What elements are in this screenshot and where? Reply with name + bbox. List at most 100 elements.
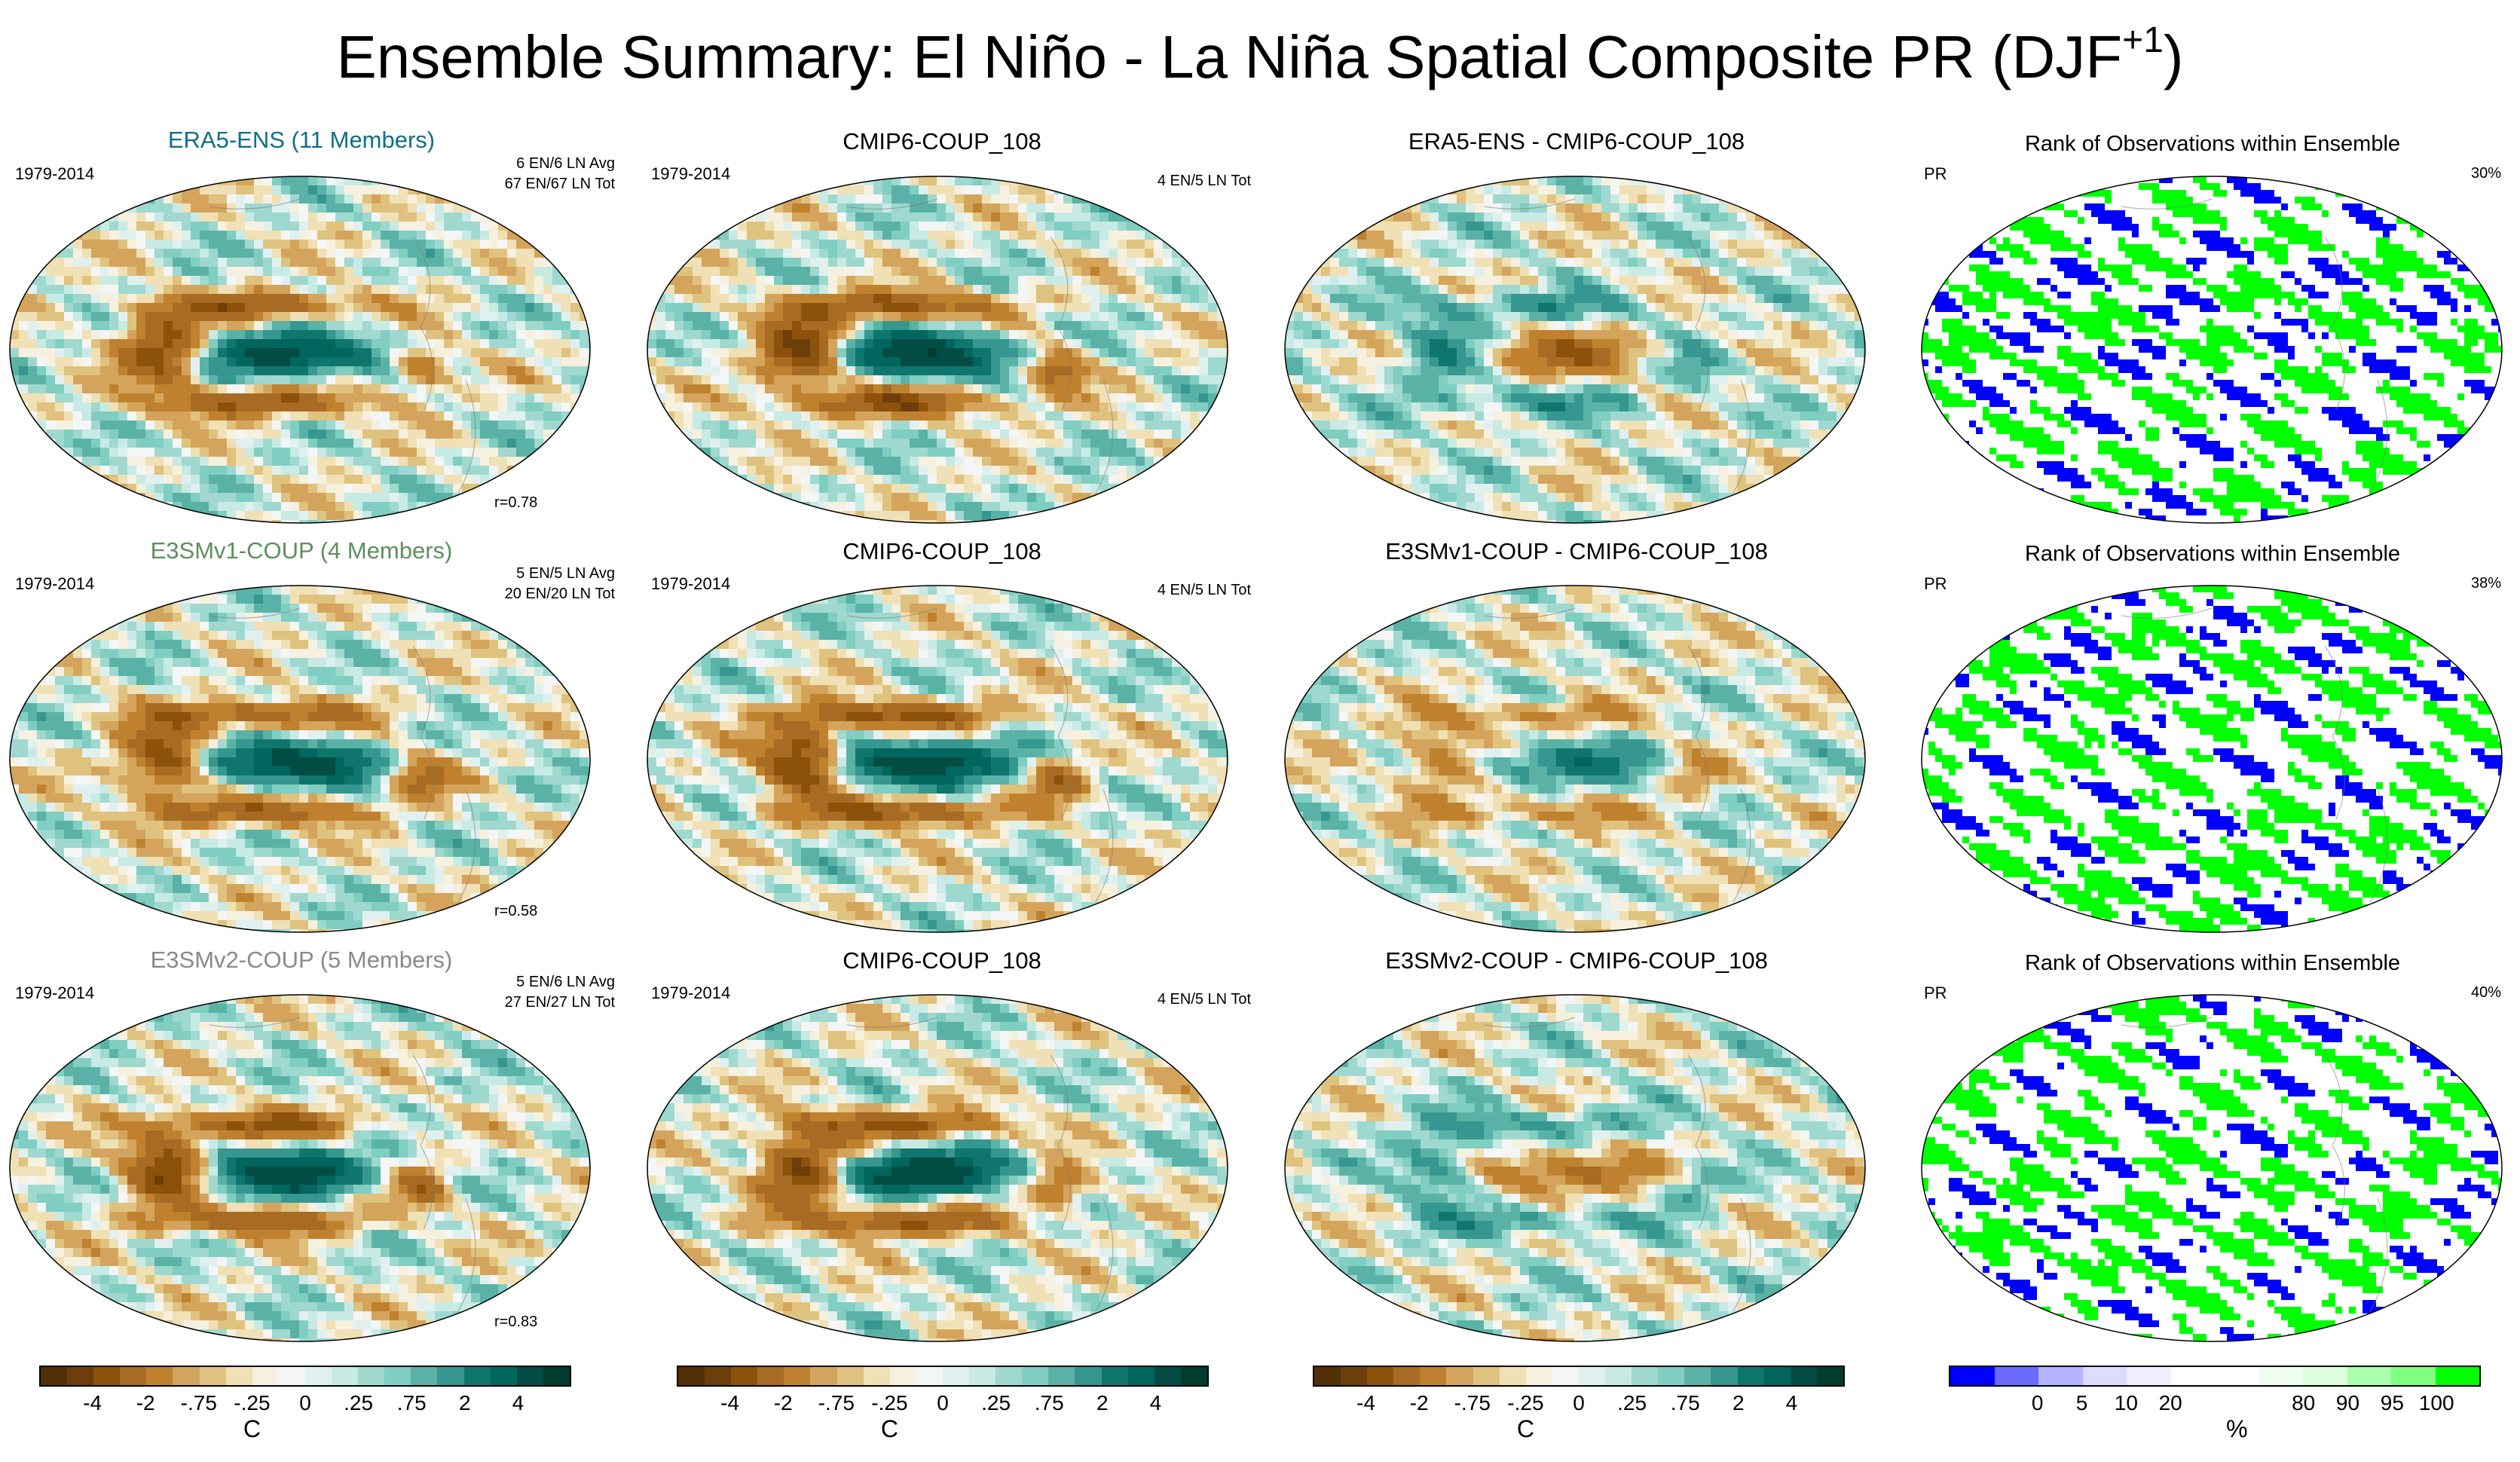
field-cell: [711, 357, 720, 367]
field-cell: [783, 448, 793, 457]
field-cell: [991, 502, 1001, 512]
field-cell: [828, 466, 838, 476]
field-cell: [1208, 303, 1218, 313]
field-cell: [1145, 330, 1154, 340]
field-cell: [100, 330, 110, 340]
field-cell: [326, 357, 336, 367]
field-cell: [173, 457, 182, 466]
field-cell: [864, 185, 874, 195]
field-cell: [1054, 194, 1064, 204]
field-cell: [819, 312, 829, 322]
field-cell: [1190, 439, 1200, 448]
field-cell: [272, 402, 282, 412]
field-cell: [136, 393, 146, 403]
field-cell: [19, 312, 29, 322]
field-cell: [1045, 511, 1055, 521]
field-cell: [1072, 330, 1082, 340]
field-cell: [1127, 484, 1136, 494]
field-cell: [747, 203, 757, 213]
field-cell: [1118, 502, 1127, 512]
field-cell: [1136, 267, 1145, 277]
field-cell: [1027, 366, 1037, 376]
field-cell: [209, 457, 219, 466]
field-cell: [182, 240, 191, 249]
field-cell: [819, 213, 829, 222]
field-cell: [837, 430, 847, 439]
field-cell: [580, 448, 589, 457]
field-cell: [783, 240, 793, 249]
field-cell: [973, 384, 983, 394]
field-cell: [946, 185, 956, 195]
field-cell: [738, 484, 748, 494]
field-cell: [783, 267, 793, 277]
field-cell: [855, 240, 865, 249]
field-cell: [543, 231, 553, 240]
field-cell: [946, 194, 956, 204]
field-cell: [480, 411, 490, 421]
field-cell: [792, 339, 802, 349]
field-cell: [55, 231, 65, 240]
field-cell: [182, 421, 191, 430]
field-cell: [28, 339, 38, 349]
field-cell: [335, 231, 345, 240]
field-cell: [774, 249, 784, 258]
field-cell: [828, 357, 838, 367]
field-cell: [263, 249, 273, 258]
field-cell: [471, 366, 481, 376]
field-cell: [738, 457, 748, 466]
field-cell: [1081, 185, 1091, 195]
field-cell: [991, 240, 1001, 249]
field-cell: [127, 249, 137, 258]
field-cell: [417, 475, 427, 485]
field-cell: [64, 276, 74, 286]
field-cell: [480, 321, 490, 331]
field-cell: [299, 366, 309, 376]
field-cell: [837, 393, 847, 403]
field-cell: [145, 203, 155, 213]
field-cell: [855, 366, 865, 376]
field-cell: [480, 267, 490, 277]
field-cell: [281, 194, 291, 204]
field-cell: [910, 176, 919, 186]
field-cell: [864, 393, 874, 403]
field-cell: [561, 493, 571, 503]
field-cell: [28, 240, 38, 249]
field-cell: [399, 339, 408, 349]
field-cell: [1081, 294, 1091, 304]
field-cell: [109, 357, 119, 367]
field-cell: [164, 421, 173, 430]
field-cell: [136, 348, 146, 358]
field-cell: [819, 203, 829, 213]
field-cell: [534, 222, 544, 231]
field-cell: [100, 511, 110, 521]
field-cell: [218, 267, 228, 277]
field-cell: [552, 466, 562, 476]
field-cell: [227, 312, 237, 322]
field-cell: [1099, 222, 1109, 231]
field-cell: [647, 484, 657, 494]
field-cell: [471, 240, 481, 249]
field-cell: [928, 421, 937, 430]
field-cell: [747, 185, 757, 195]
field-cell: [946, 222, 956, 231]
field-cell: [353, 222, 363, 231]
field-cell: [543, 222, 553, 231]
field-cell: [819, 176, 829, 186]
field-cell: [901, 321, 910, 331]
field-cell: [882, 375, 892, 385]
field-cell: [882, 240, 892, 249]
field-cell: [353, 357, 363, 367]
field-cell: [864, 321, 874, 331]
field-cell: [344, 285, 354, 295]
field-cell: [19, 267, 29, 277]
field-cell: [191, 475, 200, 485]
field-cell: [783, 312, 793, 322]
field-cell: [154, 303, 164, 313]
field-cell: [1099, 249, 1109, 258]
field-cell: [1154, 258, 1164, 268]
field-cell: [471, 330, 481, 340]
field-cell: [674, 321, 684, 331]
field-cell: [747, 448, 757, 457]
field-cell: [589, 285, 590, 295]
field-cell: [82, 375, 92, 385]
